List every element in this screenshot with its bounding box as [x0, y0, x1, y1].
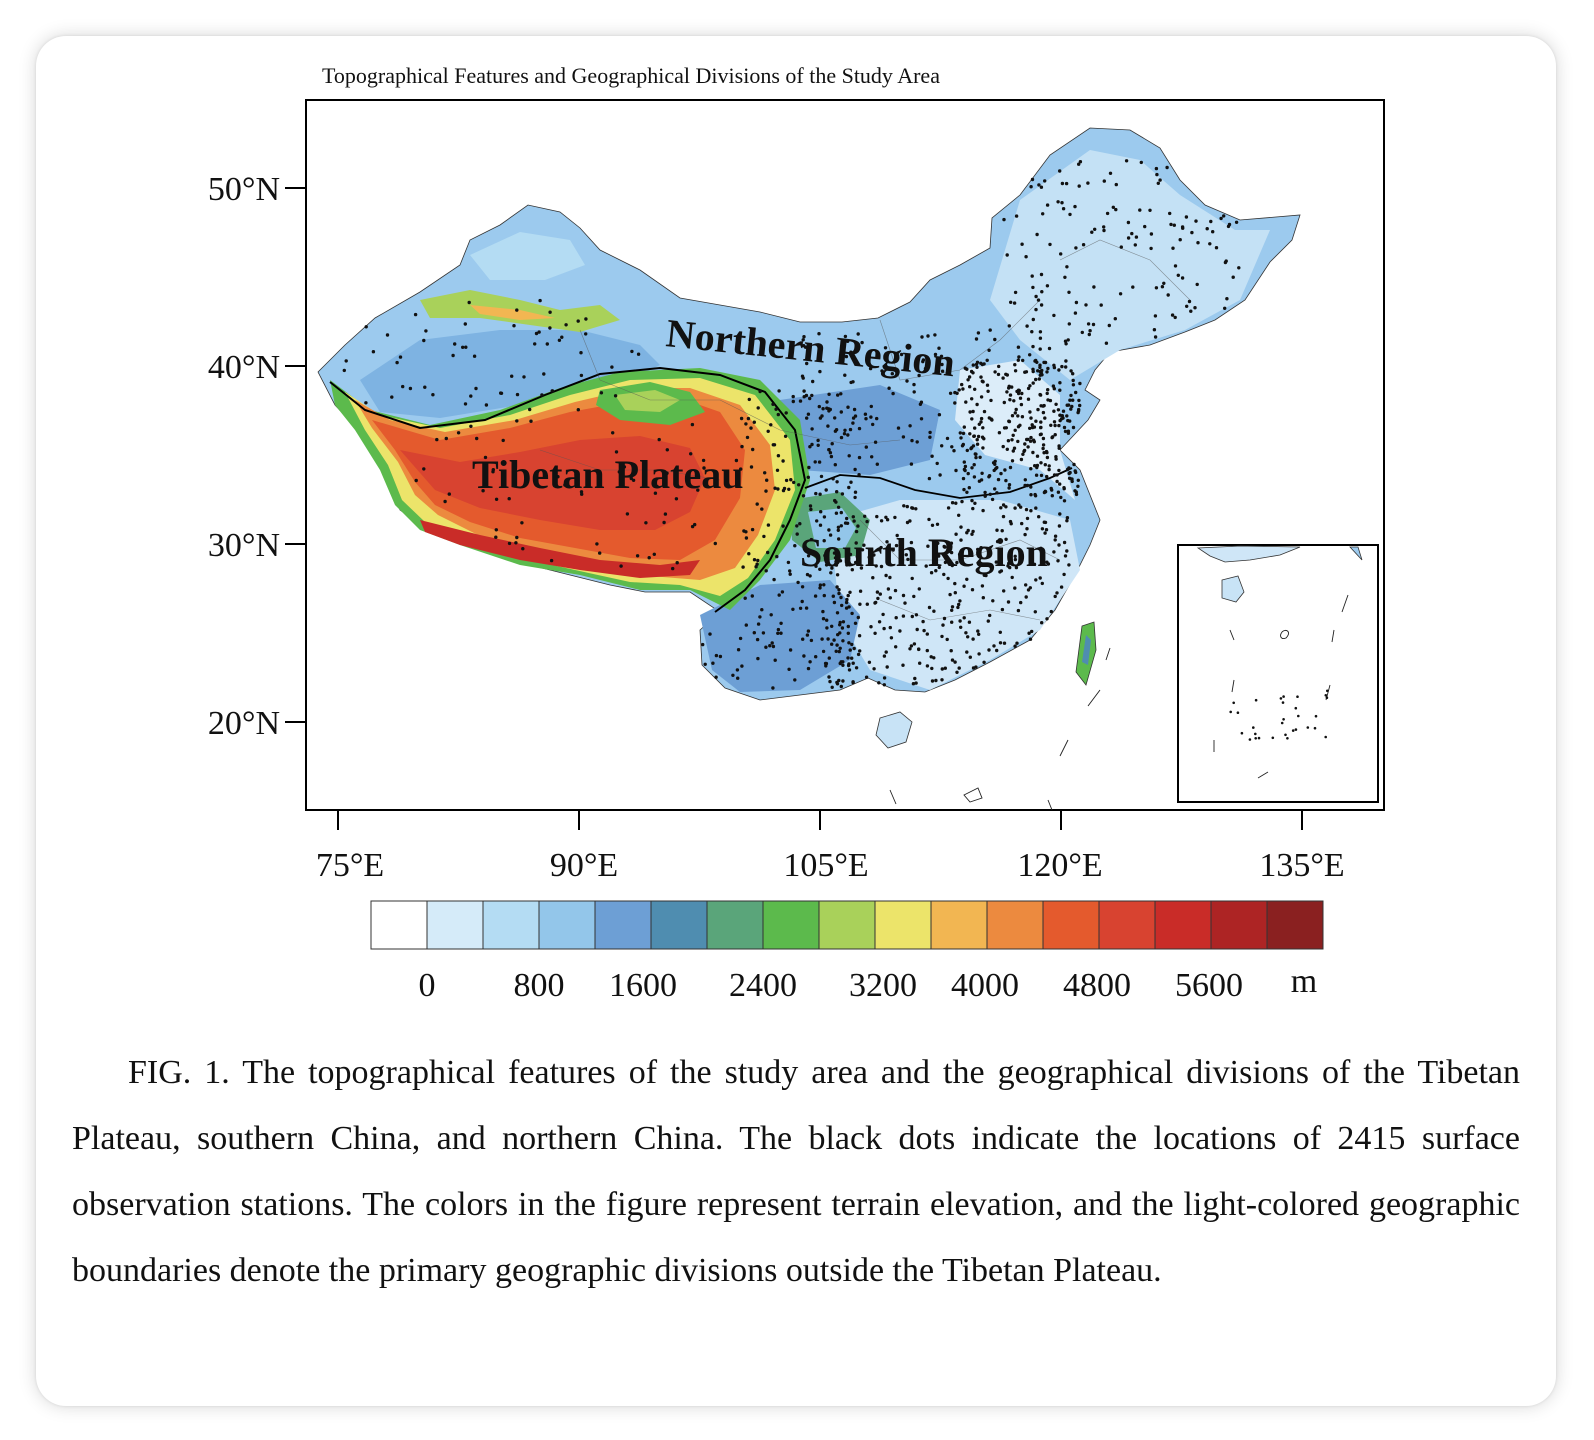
lon-tick-75: 75°E: [316, 847, 384, 884]
station-dots: [342, 159, 1241, 690]
figure-title: Topographical Features and Geographical …: [322, 63, 940, 88]
tibetan-plateau-label: Tibetan Plateau: [472, 452, 744, 497]
figure-caption: FIG. 1. The topographical features of th…: [72, 1040, 1520, 1304]
colorbar-swatch: [1266, 900, 1324, 950]
colorbar-swatch: [1210, 900, 1268, 950]
south-china-sea-inset: [1177, 544, 1379, 803]
lon-tick-135: 135°E: [1259, 847, 1344, 884]
lat-tick-40: 40°N: [208, 349, 280, 386]
legend-tick-2400: 2400: [729, 967, 797, 1004]
colorbar-swatch: [538, 900, 596, 950]
legend-tick-0: 0: [419, 967, 436, 1004]
northeast-lowland: [990, 150, 1270, 380]
lat-tick-30: 30°N: [208, 527, 280, 564]
legend-tick-800: 800: [514, 967, 565, 1004]
colorbar-swatch: [1098, 900, 1156, 950]
colorbar-swatch: [650, 900, 708, 950]
lon-tick-90: 90°E: [550, 847, 618, 884]
caption-text: FIG. 1. The topographical features of th…: [72, 1054, 1520, 1289]
tibetan-plateau-boundary: [329, 366, 807, 613]
legend-tick-4000: 4000: [951, 967, 1019, 1004]
province-boundaries: [539, 239, 1191, 621]
sichuan-basin-floor: [808, 508, 856, 548]
legend-unit: m: [1291, 963, 1317, 1000]
dzungaria-basin: [470, 232, 585, 280]
legend-tick-5600: 5600: [1175, 967, 1243, 1004]
lon-tick-105: 105°E: [783, 847, 868, 884]
elevation-colorbar: [370, 900, 1324, 950]
colorbar-swatch: [706, 900, 764, 950]
yunnan-guizhou-plateau: [700, 580, 860, 692]
legend-tick-3200: 3200: [849, 967, 917, 1004]
north-south-boundary: [804, 467, 1073, 499]
colorbar-swatch: [818, 900, 876, 950]
hainan-island: [875, 711, 913, 749]
legend-tick-4800: 4800: [1063, 967, 1131, 1004]
southern-region-label: Sourth Region: [800, 530, 1048, 575]
colorbar-swatch: [762, 900, 820, 950]
colorbar-swatch: [930, 900, 988, 950]
latitude-axis: [285, 187, 306, 723]
colorbar-swatch: [370, 900, 428, 950]
offshore-islands: [889, 647, 1111, 811]
colorbar-swatch: [594, 900, 652, 950]
legend-tick-1600: 1600: [609, 967, 677, 1004]
colorbar-swatch: [426, 900, 484, 950]
colorbar-swatch: [986, 900, 1044, 950]
topographic-map: Northern Region Tibetan Plateau Sourth R…: [208, 99, 1385, 1004]
colorbar-swatch: [482, 900, 540, 950]
colorbar-swatch: [1042, 900, 1100, 950]
lat-tick-20: 20°N: [208, 705, 280, 742]
colorbar-swatch: [1154, 900, 1212, 950]
longitude-axis: [337, 810, 1303, 830]
tibet-peak-band: [400, 436, 705, 530]
lat-tick-50: 50°N: [208, 171, 280, 208]
colorbar-swatch: [874, 900, 932, 950]
himalaya-ridge: [420, 520, 700, 578]
lon-tick-120: 120°E: [1017, 847, 1102, 884]
